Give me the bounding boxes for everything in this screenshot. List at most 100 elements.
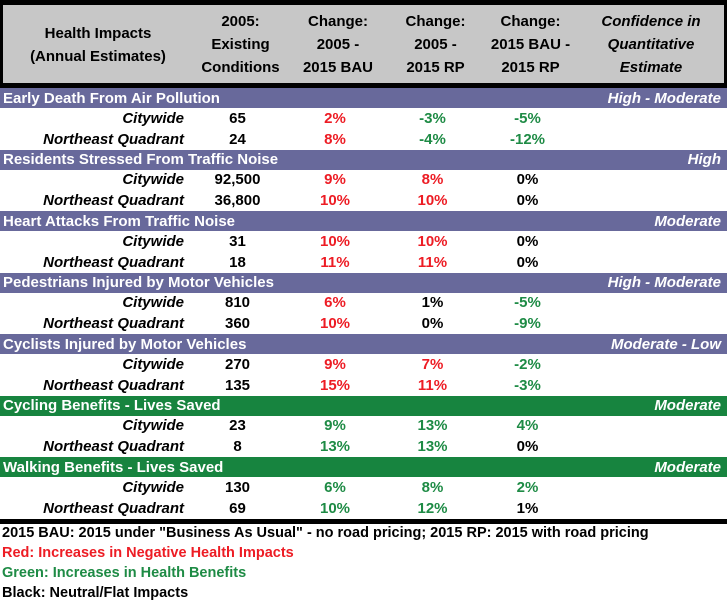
table-row: Northeast Quadrant 8 13% 13% 0% <box>0 436 727 457</box>
section-title: Walking Benefits - Lives Saved <box>3 458 224 476</box>
section-pedestrians-injured: Pedestrians Injured by Motor Vehicles Hi… <box>0 272 727 335</box>
change-2005-2015bau: 10% <box>319 192 351 210</box>
header-line: 2005 - <box>414 36 457 53</box>
change-2005-2015bau: 9% <box>324 171 346 189</box>
change-2015bau-2015rp: -9% <box>514 315 541 333</box>
change-2005-2015bau: 15% <box>319 376 351 394</box>
change-2015bau-2015rp: 0% <box>516 192 539 210</box>
section-title: Pedestrians Injured by Motor Vehicles <box>3 274 274 291</box>
change-2015bau-2015rp: 0% <box>516 253 539 271</box>
existing-value: 270 <box>224 355 251 373</box>
existing-value: 31 <box>229 232 246 250</box>
confidence-cell <box>575 170 727 191</box>
change-2005-2015bau: 11% <box>320 253 350 271</box>
header-line: Change: <box>308 13 368 30</box>
header-line: 2015 BAU <box>302 59 374 76</box>
header-line: Health Impacts <box>44 24 152 42</box>
header-col-change-2015bau-2015rp: Change: 2015 BAU - 2015 RP <box>483 5 578 83</box>
confidence-cell <box>575 190 727 211</box>
change-2005-2015bau: 10% <box>319 315 351 333</box>
change-2005-2015rp: -3% <box>419 109 446 127</box>
footer-legend: 2015 BAU: 2015 under "Business As Usual"… <box>0 524 727 603</box>
table-row: Citywide 130 6% 8% 2% <box>0 477 727 498</box>
confidence-cell <box>575 416 727 437</box>
confidence-cell <box>575 293 727 314</box>
section-cyclists-injured: Cyclists Injured by Motor Vehicles Moder… <box>0 334 727 396</box>
change-2015bau-2015rp: 4% <box>516 417 539 435</box>
change-2005-2015bau: 10% <box>319 232 351 250</box>
confidence-cell <box>575 436 727 457</box>
header-line: 2015 RP <box>406 59 465 76</box>
section-heart-attacks-noise: Heart Attacks From Traffic Noise Moderat… <box>0 211 727 273</box>
change-2005-2015rp: -4% <box>419 130 446 148</box>
change-2015bau-2015rp: -3% <box>514 376 541 394</box>
row-label: Northeast Quadrant <box>43 499 184 517</box>
section-confidence: High - Moderate <box>607 274 721 291</box>
header-line: 2005 - <box>316 36 360 53</box>
header-line: Change: <box>500 13 561 30</box>
legend-black: Black: Neutral/Flat Impacts <box>2 584 189 601</box>
header-col-change-2005-2015rp: Change: 2005 - 2015 RP <box>388 5 483 83</box>
change-2015bau-2015rp: -5% <box>514 109 541 127</box>
existing-value: 92,500 <box>214 171 261 189</box>
row-label: Citywide <box>122 294 184 312</box>
row-label: Northeast Quadrant <box>43 192 184 210</box>
row-label: Northeast Quadrant <box>43 438 184 456</box>
section-title: Residents Stressed From Traffic Noise <box>3 151 279 168</box>
section-band: Walking Benefits - Lives Saved Moderate <box>0 457 727 477</box>
row-label: Citywide <box>122 171 184 189</box>
header-col-health-impacts: Health Impacts (Annual Estimates) <box>3 5 193 83</box>
header-line: Change: <box>405 13 466 30</box>
change-2005-2015rp: 11% <box>417 253 448 271</box>
table-row: Citywide 810 6% 1% -5% <box>0 293 727 314</box>
row-label: Citywide <box>122 355 184 373</box>
section-title: Heart Attacks From Traffic Noise <box>3 212 236 230</box>
table-header: Health Impacts (Annual Estimates) 2005: … <box>0 0 727 88</box>
change-2015bau-2015rp: -2% <box>514 355 541 373</box>
table-row: Citywide 31 10% 10% 0% <box>0 231 727 252</box>
table-row: Northeast Quadrant 135 15% 11% -3% <box>0 375 727 396</box>
existing-value: 8 <box>233 438 242 456</box>
section-title: Cycling Benefits - Lives Saved <box>3 397 221 414</box>
existing-value: 18 <box>229 253 246 271</box>
existing-value: 69 <box>229 499 246 517</box>
confidence-cell <box>575 477 727 498</box>
table-row: Northeast Quadrant 24 8% -4% -12% <box>0 129 727 150</box>
table-row: Northeast Quadrant 360 10% 0% -9% <box>0 313 727 334</box>
confidence-cell <box>575 252 727 273</box>
row-label: Citywide <box>122 109 184 127</box>
row-label: Northeast Quadrant <box>43 130 184 148</box>
change-2005-2015bau: 6% <box>324 294 346 312</box>
existing-value: 23 <box>229 417 246 435</box>
change-2005-2015rp: 0% <box>421 315 444 333</box>
legend-red: Red: Increases in Negative Health Impact… <box>2 545 294 562</box>
existing-value: 130 <box>224 478 251 496</box>
change-2005-2015bau: 9% <box>324 355 346 373</box>
change-2015bau-2015rp: -5% <box>514 294 541 312</box>
change-2015bau-2015rp: 0% <box>516 438 539 456</box>
header-col-2005-existing: 2005: Existing Conditions <box>193 5 288 83</box>
confidence-cell <box>575 108 727 129</box>
section-confidence: Moderate - Low <box>610 335 721 353</box>
existing-value: 24 <box>229 130 246 148</box>
change-2005-2015bau: 6% <box>324 478 346 496</box>
row-label: Northeast Quadrant <box>43 253 184 271</box>
existing-value: 135 <box>224 376 251 394</box>
section-early-death-air-pollution: Early Death From Air Pollution High - Mo… <box>0 88 727 150</box>
confidence-cell <box>575 354 727 375</box>
header-col-confidence: Confidence in Quantitative Estimate <box>578 5 724 83</box>
section-title: Early Death From Air Pollution <box>3 89 220 107</box>
footnote-definitions: 2015 BAU: 2015 under "Business As Usual"… <box>2 525 649 542</box>
change-2005-2015rp: 11% <box>417 376 448 394</box>
header-line: 2005: <box>221 13 260 30</box>
confidence-cell <box>575 129 727 150</box>
section-walking-benefits: Walking Benefits - Lives Saved Moderate … <box>0 457 727 519</box>
section-band: Cyclists Injured by Motor Vehicles Moder… <box>0 334 727 354</box>
existing-value: 810 <box>224 294 251 312</box>
row-label: Citywide <box>122 232 184 250</box>
header-line: Confidence in <box>601 13 701 30</box>
change-2005-2015rp: 13% <box>417 417 448 435</box>
table-row: Citywide 23 9% 13% 4% <box>0 416 727 437</box>
section-residents-stressed-noise: Residents Stressed From Traffic Noise Hi… <box>0 149 727 212</box>
section-confidence: High - Moderate <box>607 89 721 107</box>
